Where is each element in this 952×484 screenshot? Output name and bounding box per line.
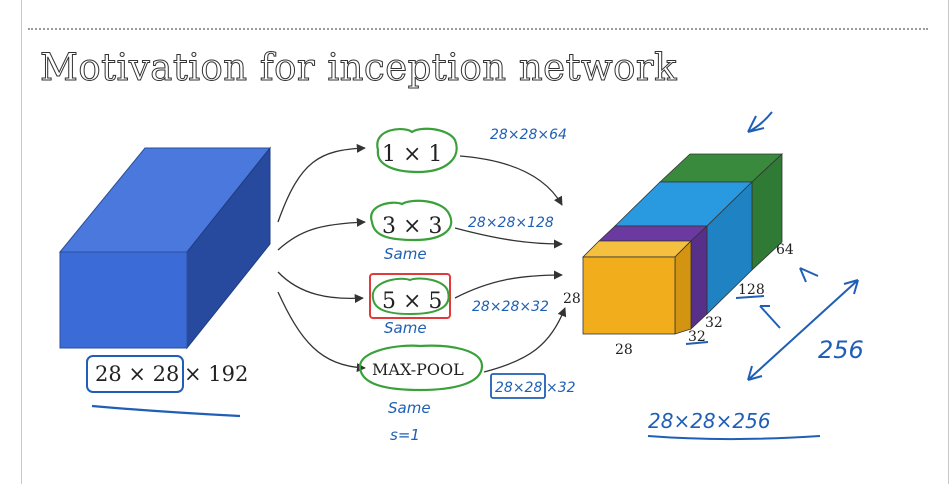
- op-5x5-out-arrow: [454, 270, 563, 299]
- slide-frame: [21, 0, 949, 484]
- op-maxpool-stride-note: s=1: [390, 426, 420, 444]
- output-slab-purple-top: [597, 225, 709, 242]
- output-depth-3x3-label: 128: [738, 282, 765, 298]
- output-depth-pool-label: 32: [688, 329, 706, 345]
- op-maxpool-output-rest: ×32: [546, 380, 576, 396]
- op-maxpool-output-box: [490, 373, 546, 399]
- arrow-to-1x1: [277, 143, 366, 223]
- output-slab-yellow-side: [674, 240, 692, 335]
- op-1x1-output-note: 28×28×64: [490, 127, 567, 143]
- total-dims-note: 28×28×256: [648, 409, 771, 433]
- arrow-to-maxpool: [277, 291, 366, 373]
- op-5x5-red-box: [369, 273, 451, 319]
- slide-title: Motivation for inception network: [40, 46, 678, 90]
- input-dims-rest-text: × 192: [184, 362, 248, 386]
- op-1x1-label: 1 × 1: [382, 142, 442, 167]
- input-volume-front: [59, 251, 188, 349]
- input-dims-underline: [91, 404, 241, 418]
- op-1x1-circle: [376, 127, 458, 174]
- op-maxpool-out-arrow: [483, 307, 567, 373]
- op-maxpool-label: MAX-POOL: [372, 360, 464, 379]
- output-slab-yellow-front: [582, 256, 676, 335]
- op-5x5: 5 × 5 Same 28×28×32: [369, 270, 563, 337]
- input-arrows: [277, 143, 366, 373]
- output-annotations: [647, 111, 859, 440]
- op-5x5-label: 5 × 5: [382, 289, 442, 314]
- output-depth-5x5-label: 32: [705, 315, 723, 331]
- op-5x5-padding-note: Same: [384, 319, 427, 337]
- op-5x5-output-note: 28×28×32: [472, 299, 549, 315]
- op-maxpool: MAX-POOL Same s=1 28×28 ×32: [358, 307, 576, 444]
- op-maxpool-circle: [358, 344, 484, 392]
- op-3x3-label: 3 × 3: [382, 214, 442, 239]
- underline-total: [647, 435, 821, 440]
- input-dims-box: [86, 355, 184, 393]
- check-mark-arrow: [747, 111, 773, 133]
- op-1x1: 1 × 1 28×28×64: [376, 127, 567, 206]
- underline-32: [685, 341, 709, 345]
- op-5x5-circle: [371, 277, 450, 316]
- total-channels-note: 256: [818, 336, 864, 364]
- output-height-label: 28: [563, 291, 581, 307]
- output-width-label: 28: [615, 342, 633, 358]
- op-maxpool-output-boxed: 28×28: [495, 380, 542, 396]
- input-volume: [58, 146, 272, 350]
- output-slab-yellow-top: [582, 240, 692, 258]
- op-3x3-out-arrow: [454, 227, 563, 249]
- arrow-to-5x5: [277, 271, 364, 304]
- op-maxpool-padding-note: Same: [388, 399, 431, 417]
- input-dims-label: 28 × 28 × 192: [86, 355, 248, 418]
- op-3x3-output-note: 28×28×128: [468, 215, 554, 231]
- output-depth-1x1-label: 64: [776, 242, 794, 258]
- underline-128: [735, 295, 765, 299]
- tick-arrow-64: [799, 267, 819, 283]
- tick-arrow-128: [759, 305, 781, 329]
- output-volume: [582, 153, 784, 335]
- input-dims-boxed-text: 28 × 28: [95, 362, 179, 386]
- arrow-to-3x3: [277, 217, 366, 251]
- op-1x1-out-arrow: [459, 155, 563, 206]
- op-3x3-circle: [370, 199, 453, 242]
- span-arrow-256: [747, 279, 859, 381]
- output-labels: 28 28 32 32 128 64: [563, 242, 794, 358]
- title-divider: [28, 28, 928, 30]
- op-3x3: 3 × 3 Same 28×28×128: [370, 199, 563, 263]
- op-3x3-padding-note: Same: [384, 245, 427, 263]
- output-slab-purple-side: [690, 225, 708, 330]
